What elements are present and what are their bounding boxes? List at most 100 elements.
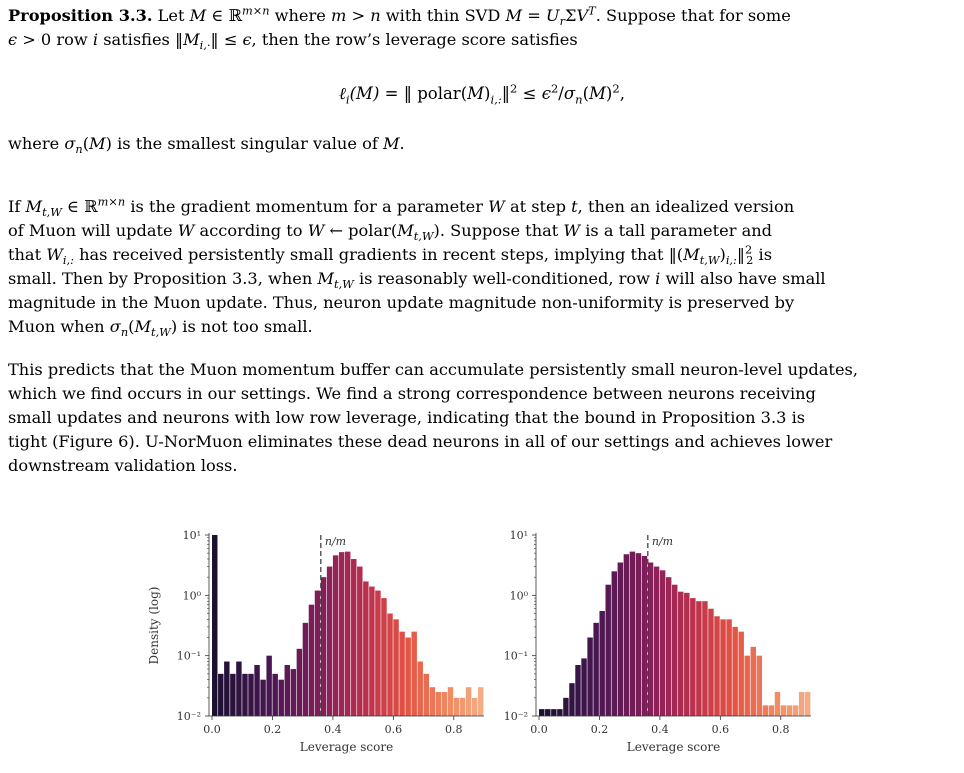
paragraph-2-line-5: downstream validation loss. [8, 456, 238, 475]
proposition-line-1: Proposition 3.3. Let M ∈ ℝm×n where m > … [8, 3, 791, 29]
histogram-bar [308, 604, 315, 716]
histogram-bar [738, 631, 744, 716]
text: If [8, 197, 26, 216]
histogram-bar [750, 646, 757, 716]
histogram-bar [320, 577, 327, 716]
text: is the gradient momentum for a parameter [125, 197, 489, 216]
histogram-bar [393, 619, 399, 716]
x-tick-label: 0.8 [445, 723, 463, 736]
histogram-bar [212, 535, 218, 716]
reference-line-label: n/m [652, 535, 673, 548]
histogram-bar [369, 586, 375, 716]
text: Let [157, 6, 190, 25]
figure-6-histograms: 0.0 0.2 0.4 0.6 0.8 10⁻² 10⁻¹ 10⁰ 10¹ n/m Leverage… [147, 529, 811, 754]
histogram-bar [332, 555, 339, 716]
histogram-bar [551, 709, 557, 716]
text: , then an idealized version [577, 197, 795, 216]
histogram-bar [780, 705, 787, 716]
histogram-bar [248, 673, 254, 716]
x-tick-label: 0.0 [530, 723, 548, 736]
histogram-bar [575, 665, 581, 716]
histogram-bar [684, 592, 690, 716]
text: according to [194, 221, 308, 240]
text: , then the row’s leverage score satisfie… [251, 30, 578, 49]
histogram-bar [756, 655, 763, 716]
histogram-bar [338, 552, 345, 716]
x-tick-label: 0.0 [203, 723, 221, 736]
histogram-bar [399, 631, 405, 716]
y-axis-label: Density (log) [147, 587, 161, 665]
histogram-bar [641, 555, 648, 716]
text: row [51, 30, 93, 49]
histogram-bar [653, 566, 660, 716]
histogram-bar [423, 673, 430, 716]
text: has received persistently small gradient… [73, 245, 669, 264]
text: is the smallest singular value of [111, 134, 383, 153]
math: M [505, 6, 523, 25]
histogram-bar [242, 673, 248, 716]
x-tick-label: 0.6 [385, 723, 403, 736]
paragraph-1-line-6: Muon when σn(Mt,W) is not too small. [8, 317, 313, 340]
histogram-bar [429, 687, 436, 716]
y-tick-label: 10⁻² [504, 710, 528, 723]
histogram-bar [786, 705, 793, 716]
text: is not too small. [177, 317, 313, 336]
text: of Muon will update [8, 221, 178, 240]
histogram-bar [635, 553, 642, 716]
histogram-bar [278, 679, 284, 716]
histogram-bar [471, 697, 478, 716]
histogram-bar [453, 697, 460, 716]
histogram-bar [605, 584, 611, 716]
text: is a tall parameter and [580, 221, 773, 240]
text: Muon when [8, 317, 110, 336]
text: at step [504, 197, 572, 216]
histogram-bar [218, 673, 224, 716]
paragraph-1-line-5: magnitude in the Muon update. Thus, neur… [8, 293, 795, 312]
x-tick-label: 0.2 [264, 723, 282, 736]
paragraph-1-line-1: If Mt,W ∈ ℝm×n is the gradient momentum … [8, 194, 795, 220]
histogram-bar [326, 566, 333, 716]
text: that [8, 245, 47, 264]
text: is [753, 245, 773, 264]
histogram-bar [302, 622, 309, 716]
histogram-bar [678, 591, 684, 716]
histogram-bar [557, 709, 563, 716]
text: where [269, 6, 331, 25]
histogram-bar [545, 709, 551, 716]
histogram-bar [344, 551, 351, 716]
y-tick-label: 10⁻² [177, 710, 201, 723]
histogram-bar [563, 697, 569, 716]
paragraph-1-line-2: of Muon will update W according to W ← p… [8, 221, 773, 244]
paragraph-2-line-2: which we find occurs in our settings. We… [8, 384, 816, 403]
proposition-display-equation: ℓi(M) = ‖ polar(M)i,:‖2 ≤ ϵ2/σn(M)2, [339, 81, 625, 107]
histogram-bar [587, 637, 593, 716]
text: with thin SVD [380, 6, 506, 25]
y-tick-label: 10¹ [183, 529, 201, 542]
histogram-bar [539, 709, 545, 716]
x-tick-label: 0.4 [324, 723, 342, 736]
histogram-bar [611, 571, 617, 716]
histogram-bar [798, 691, 805, 716]
histogram-bar [363, 581, 369, 716]
histogram-left: 0.0 0.2 0.4 0.6 0.8 10⁻² 10⁻¹ 10⁰ 10¹ n/m Leverage… [147, 529, 484, 754]
y-tick-label: 10⁻¹ [177, 650, 201, 663]
histogram-bar [804, 691, 811, 716]
histogram-bar [726, 619, 732, 716]
histogram-bar [441, 691, 448, 716]
text: . Suppose that [439, 221, 564, 240]
histogram-bar [792, 705, 799, 716]
histogram-bar [599, 610, 605, 716]
histogram-bar [581, 658, 587, 716]
histogram-bar [266, 655, 272, 716]
histogram-bar [290, 669, 297, 716]
histogram-bar [435, 691, 442, 716]
x-tick-label: 0.4 [651, 723, 669, 736]
histogram-bar [714, 616, 720, 716]
paragraph-2-line-4: tight (Figure 6). U-NorMuon eliminates t… [8, 432, 833, 451]
x-axis-label: Leverage score [627, 740, 720, 754]
histogram-bar [357, 566, 363, 716]
x-tick-label: 0.2 [591, 723, 609, 736]
histogram-right: 0.0 0.2 0.4 0.6 0.8 10⁻² 10⁻¹ 10⁰ 10¹ n/m Leverage… [504, 529, 811, 754]
math: M [189, 6, 207, 25]
text: satisfies [98, 30, 175, 49]
